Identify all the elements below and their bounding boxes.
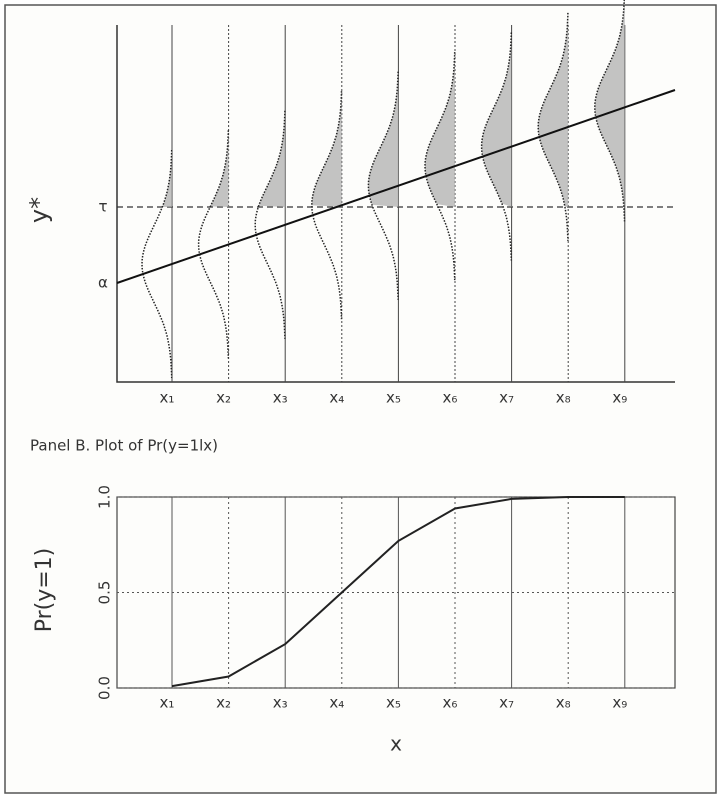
threshold-label: τ — [98, 198, 107, 216]
x-tick-label: x₅ — [386, 389, 401, 407]
x-label: x — [390, 732, 402, 756]
y-tick-label: 0.0 — [96, 676, 114, 700]
x-tick-label: x₉ — [612, 694, 627, 712]
figure: x₁ x₂ x₃ x₄ x₅ x₆ x₇ x₈ x₉ y* τ α Panel B. Plot of P… — [0, 0, 722, 799]
x-tick-label: x₃ — [273, 694, 288, 712]
x-tick-label: x₇ — [499, 694, 514, 712]
x-tick-label: x₆ — [443, 694, 458, 712]
x-tick-label: x₉ — [612, 389, 627, 407]
y-label: Pr(y=1) — [32, 548, 57, 633]
panel-title: Panel B. Plot of Pr(y=1lx) — [30, 437, 218, 455]
y-tick-label: 1.0 — [96, 485, 114, 509]
x-tick-label: x₂ — [216, 389, 231, 407]
y-label: y* — [25, 197, 53, 223]
x-tick-label: x₆ — [443, 389, 458, 407]
x-tick-label: x₁ — [160, 389, 175, 407]
x-tick-label: x₁ — [160, 694, 175, 712]
x-tick-label: x₈ — [556, 389, 571, 407]
y-tick-label: 0.5 — [96, 581, 114, 605]
x-tick-label: x₅ — [386, 694, 401, 712]
x-tick-label: x₇ — [499, 389, 514, 407]
intercept-label: α — [98, 274, 108, 292]
x-tick-label: x₄ — [329, 694, 344, 712]
x-tick-label: x₄ — [329, 389, 344, 407]
x-tick-label: x₂ — [216, 694, 231, 712]
x-tick-label: x₃ — [273, 389, 288, 407]
x-tick-label: x₈ — [556, 694, 571, 712]
